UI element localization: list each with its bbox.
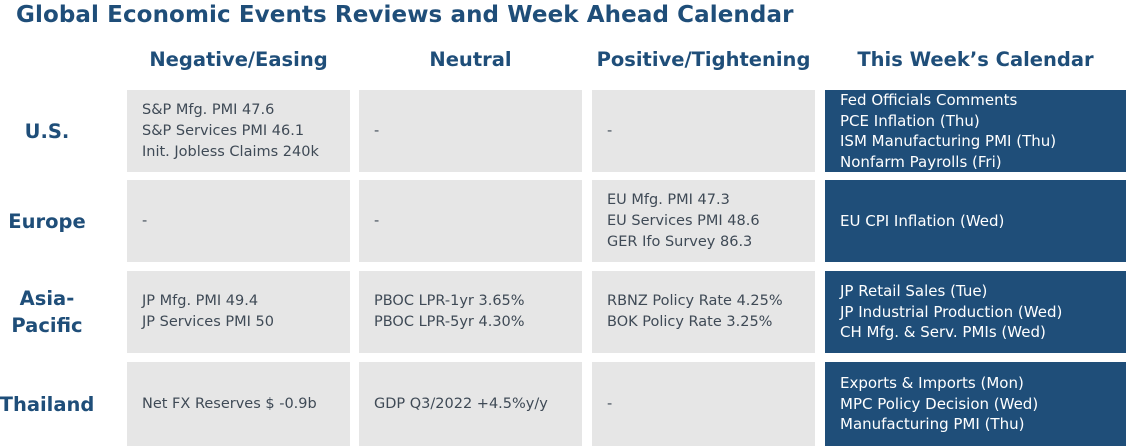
cell-asia-pacific-negative-easing: JP Mfg. PMI 49.4 JP Services PMI 50 xyxy=(127,271,350,353)
cell-entry: GDP Q3/2022 +4.5%y/y xyxy=(374,395,548,412)
column-header-positive-tightening: Positive/Tightening xyxy=(596,48,811,71)
cell-asia-pacific-this-week-s-calendar: JP Retail Sales (Tue) JP Industrial Produ… xyxy=(825,271,1126,353)
cell-entry: S&P Services PMI 46.1 xyxy=(142,122,305,139)
cell-entry: EU CPI Inflation (Wed) xyxy=(840,211,1005,230)
page-title: Global Economic Events Reviews and Week … xyxy=(16,2,794,28)
cell-u-s-neutral: - xyxy=(359,90,582,172)
row-label-asia-pacific: Asia- Pacific xyxy=(11,287,83,337)
cell-entry: JP Services PMI 50 xyxy=(142,314,274,330)
cell-entry: - xyxy=(374,212,380,229)
cell-entry: JP Retail Sales (Tue) xyxy=(840,282,988,301)
cell-thailand-this-week-s-calendar: Exports & Imports (Mon) MPC Policy Decisi… xyxy=(825,362,1126,446)
cell-entry: CH Mfg. & Serv. PMIs (Wed) xyxy=(840,323,1046,342)
cell-entry: - xyxy=(374,122,380,139)
cell-entry: MPC Policy Decision (Wed) xyxy=(840,394,1039,413)
cell-europe-this-week-s-calendar: EU CPI Inflation (Wed) xyxy=(825,180,1126,262)
cell-entry: GER Ifo Survey 86.3 xyxy=(607,233,753,250)
row-label-thailand: Thailand xyxy=(0,392,95,416)
cell-entry: Net FX Reserves $ -0.9b xyxy=(142,395,317,412)
cell-entry: - xyxy=(607,395,613,412)
cell-asia-pacific-neutral: PBOC LPR-1yr 3.65% PBOC LPR-5yr 4.30% xyxy=(359,271,582,353)
row-label-u-s: U.S. xyxy=(24,119,70,143)
cell-europe-negative-easing: - xyxy=(127,180,350,262)
cell-europe-positive-tightening: EU Mfg. PMI 47.3 EU Services PMI 48.6 GER … xyxy=(592,180,815,262)
cell-entry: Nonfarm Payrolls (Fri) xyxy=(840,152,1002,171)
cell-entry: - xyxy=(142,212,148,229)
cell-thailand-negative-easing: Net FX Reserves $ -0.9b xyxy=(127,362,350,446)
cell-entry: EU Mfg. PMI 47.3 xyxy=(607,191,730,208)
cell-entry: Init. Jobless Claims 240k xyxy=(142,143,319,160)
column-header-neutral: Neutral xyxy=(429,48,512,71)
cell-entry: PBOC LPR-1yr 3.65% xyxy=(374,293,525,309)
row-label-europe: Europe xyxy=(8,209,86,233)
cell-entry: PBOC LPR-5yr 4.30% xyxy=(374,314,525,330)
cell-u-s-this-week-s-calendar: Fed Officials Comments PCE Inflation (Thu… xyxy=(825,90,1126,172)
cell-entry: Fed Officials Comments xyxy=(840,91,1018,109)
cell-u-s-positive-tightening: - xyxy=(592,90,815,172)
cell-entry: Exports & Imports (Mon) xyxy=(840,374,1024,393)
cell-u-s-negative-easing: S&P Mfg. PMI 47.6 S&P Services PMI 46.1 In… xyxy=(127,90,350,172)
cell-entry: JP Industrial Production (Wed) xyxy=(840,302,1063,321)
cell-entry: S&P Mfg. PMI 47.6 xyxy=(142,101,275,118)
cell-thailand-neutral: GDP Q3/2022 +4.5%y/y xyxy=(359,362,582,446)
cell-entry: JP Mfg. PMI 49.4 xyxy=(142,293,259,309)
column-header-this-week-s-calendar: This Week’s Calendar xyxy=(857,48,1094,71)
cell-entry: BOK Policy Rate 3.25% xyxy=(607,314,773,330)
cell-entry: PCE Inflation (Thu) xyxy=(840,111,980,130)
cell-entry: EU Services PMI 48.6 xyxy=(607,212,760,229)
cell-entry: - xyxy=(607,122,613,139)
cell-thailand-positive-tightening: - xyxy=(592,362,815,446)
cell-entry: ISM Manufacturing PMI (Thu) xyxy=(840,132,1057,150)
cell-entry: RBNZ Policy Rate 4.25% xyxy=(607,293,783,309)
cell-entry: Manufacturing PMI (Thu) xyxy=(840,415,1025,434)
cell-asia-pacific-positive-tightening: RBNZ Policy Rate 4.25% BOK Policy Rate 3.… xyxy=(592,271,815,353)
cell-europe-neutral: - xyxy=(359,180,582,262)
column-header-negative-easing: Negative/Easing xyxy=(149,48,328,71)
